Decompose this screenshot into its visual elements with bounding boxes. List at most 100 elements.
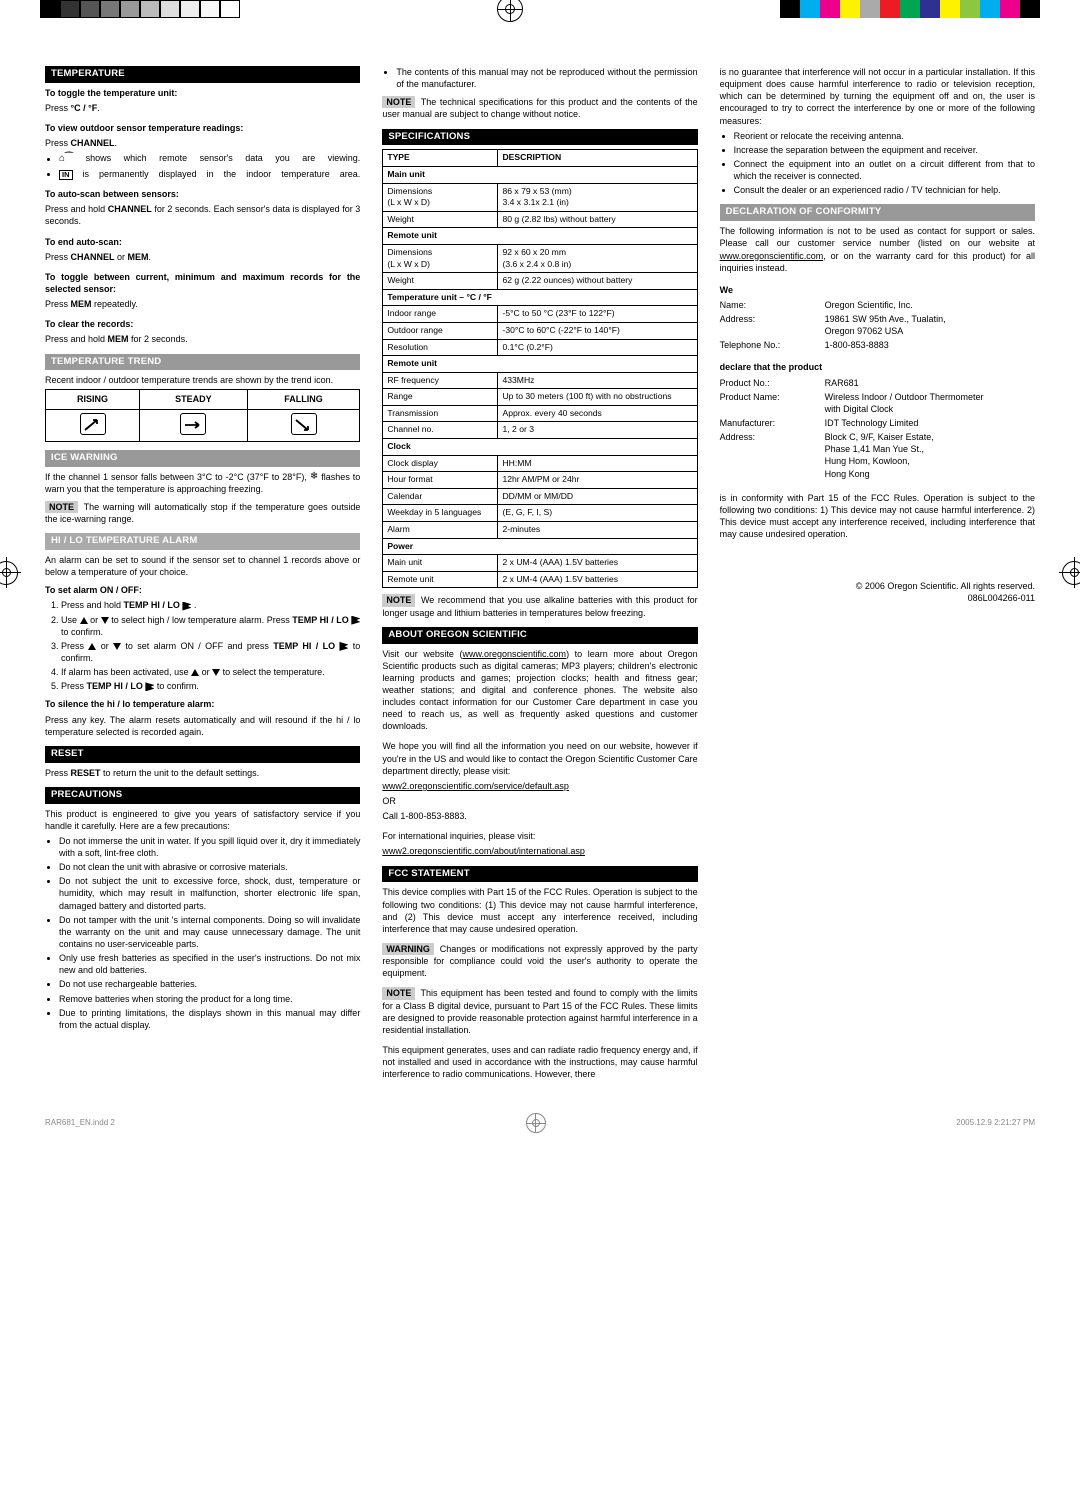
note-label: NOTE — [45, 501, 78, 513]
column-2: The contents of this manual may not be r… — [382, 58, 697, 1083]
body-text: If the channel 1 sensor falls between 3°… — [45, 472, 307, 482]
table-cell: Up to 30 meters (100 ft) with no obstruc… — [498, 389, 697, 406]
table-cell: Indoor range — [383, 306, 498, 323]
table-cell: -5°C to 50 °C (23°F to 122°F) — [498, 306, 697, 323]
table-cell: Calendar — [383, 488, 498, 505]
section-ice: ICE WARNING — [45, 450, 360, 467]
flag-icon — [145, 682, 154, 691]
antenna-icon: ⌂⁀ — [59, 152, 73, 166]
specifications-table: TYPEDESCRIPTION Main unitDimensions (L x… — [382, 149, 697, 588]
body-text: For international inquiries, please visi… — [382, 830, 697, 842]
table-cell: Alarm — [383, 522, 498, 539]
table-cell: Range — [383, 389, 498, 406]
list-item: IN is permanently displayed in the indoo… — [59, 168, 360, 180]
link[interactable]: www2.oregonscientific.com/about/internat… — [382, 846, 585, 856]
table-section: Remote unit — [383, 356, 697, 373]
declaration-value: Wireless Indoor / Outdoor Thermometer wi… — [825, 391, 984, 415]
table-cell: Transmission — [383, 405, 498, 422]
registration-mark-icon — [0, 561, 18, 585]
declaration-row: Product Name:Wireless Indoor / Outdoor T… — [720, 391, 1035, 415]
list-item: Do not use rechargeable batteries. — [59, 978, 360, 990]
body-text: Recent indoor / outdoor temperature tren… — [45, 374, 360, 386]
link[interactable]: www2.oregonscientific.com/service/defaul… — [382, 781, 569, 791]
down-arrow-icon — [212, 669, 220, 676]
body-text: Press any key. The alarm resets automati… — [45, 714, 360, 738]
body-text: This product is engineered to give you y… — [45, 808, 360, 832]
declaration-row: Product No.:RAR681 — [720, 377, 1035, 389]
declaration-value: 1-800-853-8883 — [825, 339, 889, 351]
list-item: The contents of this manual may not be r… — [396, 66, 697, 90]
declaration-value: RAR681 — [825, 377, 859, 389]
table-cell: 62 g (2.22 ounces) without battery — [498, 273, 697, 290]
body-text: is in conformity with Part 15 of the FCC… — [720, 492, 1035, 541]
declaration-row: Telephone No.:1-800-853-8883 — [720, 339, 1035, 351]
body-text: We recommend that you use alkaline batte… — [382, 595, 697, 617]
up-arrow-icon — [191, 669, 199, 676]
table-section: Main unit — [383, 166, 697, 183]
column-3: is no guarantee that interference will n… — [720, 58, 1035, 1083]
table-cell: Clock display — [383, 455, 498, 472]
list-item: Due to printing limitations, the display… — [59, 1007, 360, 1031]
down-arrow-icon — [101, 617, 109, 624]
declaration-label: Manufacturer: — [720, 417, 825, 429]
heading: To toggle between current, minimum and m… — [45, 271, 360, 295]
declaration-label: Address: — [720, 313, 825, 337]
note-label: NOTE — [382, 987, 415, 999]
declaration-row: Address:Block C, 9/F, Kaiser Estate, Pha… — [720, 431, 1035, 480]
table-header: STEADY — [140, 390, 248, 409]
list-item: Do not immerse the unit in water. If you… — [59, 835, 360, 859]
table-cell: Weight — [383, 211, 498, 228]
footer-timestamp: 2005.12.9 2:21:27 PM — [956, 1118, 1035, 1129]
table-cell: 0.1°C (0.2°F) — [498, 339, 697, 356]
link[interactable]: www.oregonscientific.com — [720, 251, 824, 261]
table-cell: Dimensions (L x W x D) — [383, 244, 498, 272]
flag-icon — [351, 616, 360, 625]
section-declaration: DECLARATION OF CONFORMITY — [720, 204, 1035, 221]
note-label: NOTE — [382, 594, 415, 606]
table-cell: Resolution — [383, 339, 498, 356]
table-cell: Weight — [383, 273, 498, 290]
table-header: RISING — [46, 390, 140, 409]
table-cell: 1, 2 or 3 — [498, 422, 697, 439]
table-cell: Dimensions (L x W x D) — [383, 183, 498, 211]
measures-list: Reorient or relocate the receiving anten… — [720, 130, 1035, 197]
link[interactable]: www.oregonscientific.com — [463, 649, 567, 659]
section-about: ABOUT OREGON SCIENTIFIC — [382, 627, 697, 644]
declaration-label: Name: — [720, 299, 825, 311]
color-registration-bars — [0, 0, 1080, 18]
down-arrow-icon — [113, 643, 121, 650]
body-text: The technical specifications for this pr… — [382, 97, 697, 119]
declaration-value: Oregon Scientific, Inc. — [825, 299, 913, 311]
cmyk-bars — [780, 0, 1040, 18]
trend-steady-icon — [140, 409, 248, 441]
table-cell: DD/MM or MM/DD — [498, 488, 697, 505]
table-section: Clock — [383, 439, 697, 456]
table-cell: Main unit — [383, 555, 498, 572]
body-text: OR — [382, 795, 697, 807]
table-cell: RF frequency — [383, 372, 498, 389]
declaration-label: Product No.: — [720, 377, 825, 389]
list-item: Do not tamper with the unit 's internal … — [59, 914, 360, 950]
declaration-row: Address:19861 SW 95th Ave., Tualatin, Or… — [720, 313, 1035, 337]
body-text: An alarm can be set to sound if the sens… — [45, 554, 360, 578]
table-cell: Channel no. — [383, 422, 498, 439]
list-item: Only use fresh batteries as specified in… — [59, 952, 360, 976]
table-cell: Outdoor range — [383, 322, 498, 339]
declaration-row: Manufacturer:IDT Technology Limited — [720, 417, 1035, 429]
table-cell: Hour format — [383, 472, 498, 489]
table-cell: 12hr AM/PM or 24hr — [498, 472, 697, 489]
body-text: is no guarantee that interference will n… — [720, 66, 1035, 127]
section-hilo: HI / LO TEMPERATURE ALARM — [45, 533, 360, 550]
heading: To silence the hi / lo temperature alarm… — [45, 698, 360, 710]
flag-icon — [182, 602, 191, 611]
section-reset: RESET — [45, 746, 360, 763]
trend-falling-icon — [247, 409, 360, 441]
footer-file: RAR681_EN.indd 2 — [45, 1118, 115, 1129]
heading: To view outdoor sensor temperature readi… — [45, 122, 360, 134]
table-header: DESCRIPTION — [498, 150, 697, 167]
declaration-row: Name:Oregon Scientific, Inc. — [720, 299, 1035, 311]
heading: To end auto-scan: — [45, 236, 360, 248]
list-item: Reorient or relocate the receiving anten… — [734, 130, 1035, 142]
declaration-label: Telephone No.: — [720, 339, 825, 351]
table-cell: (E, G, F, I, S) — [498, 505, 697, 522]
